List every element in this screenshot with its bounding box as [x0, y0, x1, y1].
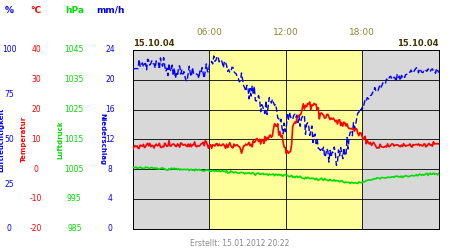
- Text: 4: 4: [108, 194, 112, 203]
- Text: 75: 75: [4, 90, 14, 99]
- Text: -20: -20: [30, 224, 42, 233]
- Text: 1045: 1045: [64, 46, 84, 54]
- Text: 30: 30: [31, 75, 41, 84]
- Text: 1015: 1015: [65, 135, 84, 144]
- Text: Niederschlag: Niederschlag: [99, 113, 106, 166]
- Text: 20: 20: [31, 105, 41, 114]
- Text: 985: 985: [67, 224, 81, 233]
- Text: 16: 16: [105, 105, 115, 114]
- Text: 12:00: 12:00: [273, 28, 299, 38]
- Text: -10: -10: [30, 194, 42, 203]
- Text: 100: 100: [2, 46, 16, 54]
- Text: 0: 0: [7, 224, 11, 233]
- Text: 10: 10: [31, 135, 41, 144]
- Text: 24: 24: [105, 46, 115, 54]
- Text: 25: 25: [4, 180, 14, 188]
- Text: 12: 12: [105, 135, 115, 144]
- Text: 8: 8: [108, 165, 112, 174]
- Text: 1035: 1035: [64, 75, 84, 84]
- Text: mm/h: mm/h: [96, 6, 125, 15]
- Text: %: %: [4, 6, 13, 15]
- Bar: [209, 50, 362, 229]
- Text: 0: 0: [34, 165, 38, 174]
- Text: 1025: 1025: [65, 105, 84, 114]
- Text: 1005: 1005: [64, 165, 84, 174]
- Text: Luftdruck: Luftdruck: [58, 120, 64, 158]
- Text: 995: 995: [67, 194, 81, 203]
- Text: Erstellt: 15.01.2012 20:22: Erstellt: 15.01.2012 20:22: [190, 238, 289, 248]
- Text: 0: 0: [108, 224, 112, 233]
- Text: 50: 50: [4, 135, 14, 144]
- Text: 06:00: 06:00: [196, 28, 222, 38]
- Text: Temperatur: Temperatur: [20, 116, 27, 162]
- Text: 15.10.04: 15.10.04: [133, 38, 174, 48]
- Text: 18:00: 18:00: [349, 28, 375, 38]
- Text: 40: 40: [31, 46, 41, 54]
- Text: hPa: hPa: [65, 6, 84, 15]
- Text: °C: °C: [31, 6, 41, 15]
- Text: 15.10.04: 15.10.04: [397, 38, 439, 48]
- Text: 20: 20: [105, 75, 115, 84]
- Text: Luftfeuchtigkeit: Luftfeuchtigkeit: [0, 107, 4, 172]
